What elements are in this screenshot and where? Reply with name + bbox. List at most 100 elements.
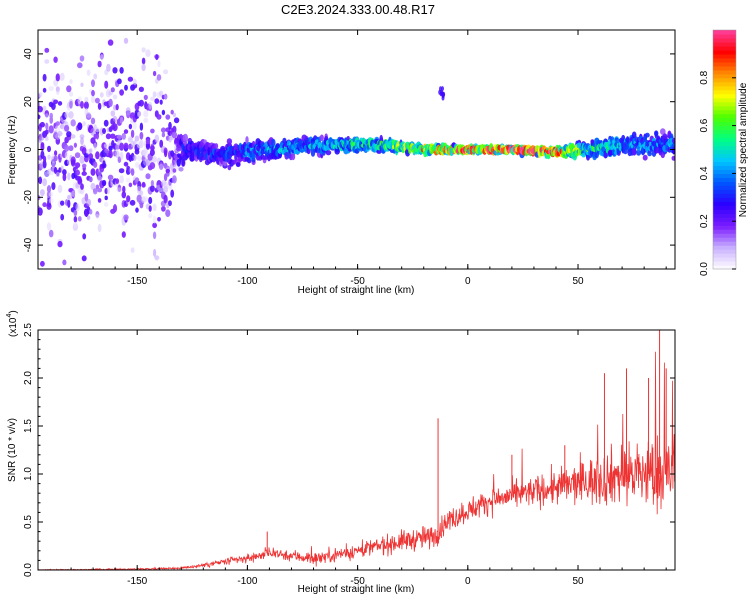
spectrogram-cell [119, 175, 124, 184]
spectrogram-cell [123, 142, 129, 149]
spectrogram-image [38, 37, 675, 267]
spectrogram-cell [170, 109, 174, 115]
spectrogram-cell [64, 124, 70, 132]
colorbar-swatch [713, 265, 736, 270]
spectrogram-cell [114, 150, 120, 158]
spectrogram-cell [91, 89, 95, 97]
spectrogram-cell [107, 174, 114, 181]
colorbar-swatch [713, 205, 736, 210]
spectrogram-cell [68, 91, 74, 97]
spectrogram-cell [118, 168, 125, 174]
colorbar-swatch [713, 257, 736, 262]
spectrogram-cell [86, 198, 92, 207]
spectrogram-cell [251, 153, 256, 160]
spectrogram-cell [93, 188, 98, 195]
spectrogram-cell [138, 86, 144, 93]
spectrogram-cell [172, 112, 176, 118]
spectrogram-cell [75, 203, 80, 212]
spectrogram-cell [163, 69, 169, 75]
spectrogram-cell [145, 138, 151, 145]
spectrogram-cell [123, 214, 129, 221]
spectrogram-cell [153, 248, 157, 257]
spectrogram-cell [145, 49, 151, 58]
spectrogram-cell [93, 161, 98, 168]
spectrogram-cell [77, 216, 82, 222]
colorbar-swatch [713, 177, 736, 182]
spectrogram-cell [88, 176, 93, 183]
spectrogram-cell [42, 202, 47, 208]
spectrogram-cell [170, 189, 175, 198]
spectrogram-cell [158, 187, 164, 193]
spectrogram-cell [79, 55, 85, 62]
spectrogram-y-tick-label: 40 [23, 48, 34, 60]
spectrogram-cell [108, 150, 113, 159]
colorbar: 0.0 0.2 0.4 0.6 0.8 Normalized spectral ampl… [699, 29, 749, 276]
spectrogram-cell [138, 99, 144, 107]
spectrogram-cell [45, 122, 49, 130]
spectrogram-cell [95, 151, 100, 160]
spectrogram-cell [69, 100, 73, 109]
spectrogram-cell [91, 79, 95, 88]
spectrogram-cell [43, 155, 47, 163]
colorbar-swatch [713, 125, 736, 131]
spectrogram-cell [56, 90, 60, 95]
spectrogram-cell [161, 205, 166, 212]
spectrogram-cell [112, 94, 118, 100]
spectrogram-cell [150, 96, 155, 102]
colorbar-swatch [713, 93, 736, 99]
spectrogram-cell [145, 142, 151, 150]
colorbar-swatch [713, 41, 736, 47]
colorbar-swatch [713, 89, 736, 95]
spectrogram-cell [110, 133, 116, 139]
colorbar-swatch [713, 81, 736, 87]
spectrogram-cell [660, 128, 666, 136]
spectrogram-cell [129, 199, 136, 206]
spectrogram-feature-cell [442, 91, 446, 97]
spectrogram-y-tick-label: -40 [23, 237, 34, 252]
colorbar-swatch [713, 65, 736, 71]
spectrogram-cell [62, 173, 67, 182]
spectrogram-cell [671, 155, 675, 161]
spectrogram-cell [48, 229, 54, 238]
colorbar-swatch [713, 145, 736, 151]
spectrogram-cell [141, 47, 146, 53]
snr-y-axis: 0.0 0.5 1.0 1.5 2.0 2.5 [23, 323, 675, 577]
spectrogram-cell [80, 183, 84, 190]
spectrogram-cell [81, 163, 87, 168]
spectrogram-cell [165, 209, 171, 217]
spectrogram-x-tick-label: -100 [237, 276, 257, 287]
spectrogram-cell [75, 162, 81, 169]
spectrogram-cell [40, 260, 45, 267]
spectrogram-cell [631, 148, 637, 156]
spectrogram-cell [57, 101, 63, 106]
spectrogram-cell [40, 142, 45, 148]
spectrogram-cell [157, 60, 161, 68]
colorbar-tick-label: 0.4 [699, 166, 710, 180]
spectrogram-cell [55, 171, 60, 178]
spectrogram-cell [48, 86, 54, 91]
spectrogram-cell [168, 121, 172, 130]
spectrogram-cell [325, 150, 332, 156]
spectrogram-cell [222, 160, 228, 167]
spectrogram-cell [152, 231, 157, 240]
spectrogram-cell [95, 213, 100, 219]
spectrogram-cell [148, 101, 153, 110]
spectrogram-cell [64, 151, 69, 160]
spectrogram-cell [152, 222, 158, 229]
spectrogram-feature-cell [441, 86, 444, 92]
spectrogram-x-tick-label: 50 [572, 276, 584, 287]
spectrogram-cell [152, 91, 157, 98]
spectrogram-cell [42, 87, 47, 93]
spectrogram-cell [55, 73, 60, 82]
spectrogram-cell [123, 37, 129, 44]
snr-scale-prefix: (x10 [8, 317, 19, 337]
spectrogram-cell [139, 122, 144, 131]
colorbar-swatch [713, 201, 736, 206]
spectrogram-cell [44, 129, 49, 135]
snr-y-tick-label: 2.5 [23, 323, 34, 337]
colorbar-swatch [713, 109, 736, 115]
spectrogram-cell [121, 191, 127, 199]
spectrogram-cell [66, 131, 72, 138]
spectrogram-cell [70, 119, 76, 127]
spectrogram-cell [139, 139, 144, 149]
